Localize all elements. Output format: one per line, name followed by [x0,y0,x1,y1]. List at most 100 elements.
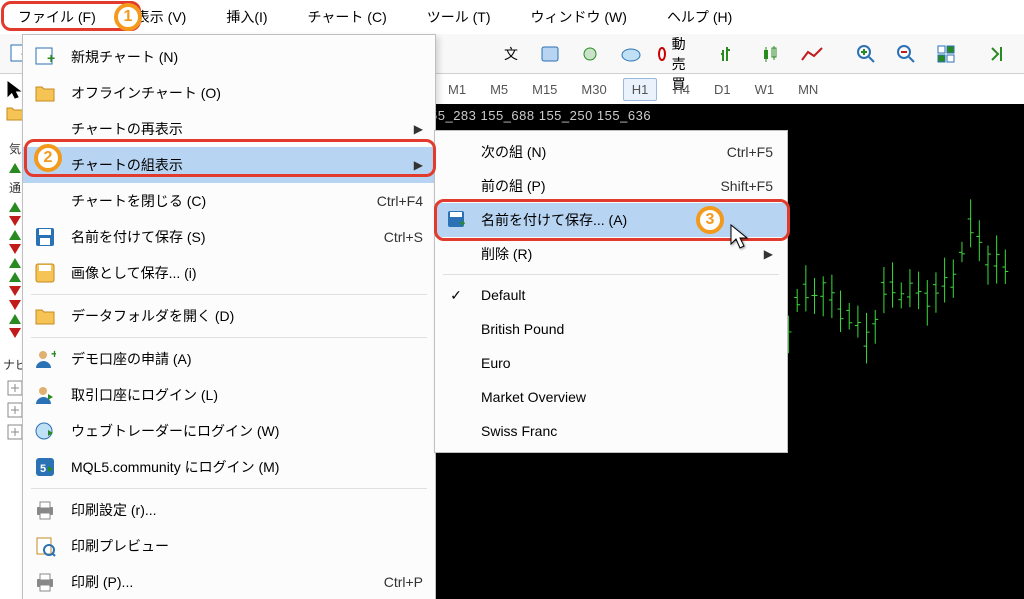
submenu-profile-eur[interactable]: Euro [435,346,787,380]
price-up-icon [9,230,21,240]
submenu-profile-default[interactable]: ✓ Default [435,278,787,312]
svg-text:+: + [51,348,56,361]
file-menu-open-demo[interactable]: + デモ口座の申請 (A) [23,341,435,377]
tf-d1[interactable]: D1 [706,79,739,100]
submenu-save-as[interactable]: + 名前を付けて保存... (A) [435,203,787,237]
menu-separator [31,294,427,295]
menu-label: ウェブトレーダーにログイン (W) [71,421,423,441]
submenu-arrow-icon: ▶ [414,122,423,136]
tf-m1[interactable]: M1 [440,79,474,100]
tf-m5[interactable]: M5 [482,79,516,100]
new-chart-icon: + [31,43,59,71]
save-as-icon: + [443,209,469,232]
file-menu-offline-chart[interactable]: オフラインチャート (O) [23,75,435,111]
file-menu-dropdown: + 新規チャート (N) オフラインチャート (O) チャートの再表示 ▶ チャ… [22,34,436,599]
menu-label: 印刷プレビュー [71,536,423,556]
price-up-icon [9,258,21,268]
submenu-next-profile[interactable]: 次の組 (N) Ctrl+F5 [435,135,787,169]
tf-w1[interactable]: W1 [747,79,783,100]
file-menu-chart-profiles[interactable]: チャートの組表示 ▶ [23,147,435,183]
tile-windows-icon[interactable] [932,41,960,67]
candle-chart-icon[interactable] [756,41,784,67]
menubar: ファイル (F) 表示 (V) 挿入(I) チャート (C) ツール (T) ウ… [0,0,1024,34]
menu-label: British Pound [481,321,773,337]
folder-open-icon [31,79,59,107]
submenu-profile-gbp[interactable]: British Pound [435,312,787,346]
dock-tab-rates[interactable]: 通 [9,177,21,198]
zoom-in-icon[interactable] [852,41,880,67]
file-menu-reopen-chart[interactable]: チャートの再表示 ▶ [23,111,435,147]
menu-label: 削除 (R) [481,244,752,264]
person-add-icon: + [31,345,59,373]
price-up-icon [9,314,21,324]
submenu-profile-chf[interactable]: Swiss Franc [435,414,787,448]
submenu-prev-profile[interactable]: 前の組 (P) Shift+F5 [435,169,787,203]
mql5-cloud-icon[interactable] [616,41,646,67]
price-up-icon [9,163,21,173]
tf-m30[interactable]: M30 [573,79,614,100]
mql5-icon: 5 [31,453,59,481]
price-down-icon [9,286,21,296]
menu-label: デモ口座の申請 (A) [71,349,423,369]
menu-item-window[interactable]: ウィンドウ (W) [523,1,635,33]
person-login-icon [31,381,59,409]
menu-label: Euro [481,355,773,371]
file-menu-login-mql5[interactable]: 5 MQL5.community にログイン (M) [23,449,435,485]
new-order-fragment[interactable]: 文 [498,44,524,64]
menu-label: 名前を付けて保存... (A) [481,210,773,230]
submenu-profile-market[interactable]: Market Overview [435,380,787,414]
expert-advisors-icon[interactable] [536,41,564,67]
svg-text:5: 5 [40,463,46,475]
check-icon: ✓ [443,287,469,304]
tf-mn[interactable]: MN [790,79,826,100]
file-menu-new-chart[interactable]: + 新規チャート (N) [23,39,435,75]
bar-chart-icon[interactable] [716,41,744,67]
file-menu-save-as[interactable]: 名前を付けて保存 (S) Ctrl+S [23,219,435,255]
menu-accel: Ctrl+F4 [377,193,423,209]
menu-separator [31,337,427,338]
save-icon [31,223,59,251]
menu-item-insert[interactable]: 挿入(I) [218,1,275,33]
menu-accel: Ctrl+F5 [727,144,773,160]
menu-item-chart[interactable]: チャート (C) [300,1,395,33]
menu-item-tools[interactable]: ツール (T) [419,1,499,33]
tf-h1[interactable]: H1 [623,78,658,101]
dock-tab-market[interactable]: 気 [9,138,21,159]
price-down-icon [9,244,21,254]
submenu-arrow-icon: ▶ [764,247,773,261]
menu-label: Swiss Franc [481,423,773,439]
menu-item-file[interactable]: ファイル (F) [10,1,104,33]
file-menu-print-preview[interactable]: 印刷プレビュー [23,528,435,564]
profiles-submenu: 次の組 (N) Ctrl+F5 前の組 (P) Shift+F5 + 名前を付け… [434,130,788,453]
menu-label: 次の組 (N) [481,142,715,162]
file-menu-print[interactable]: 印刷 (P)... Ctrl+P [23,564,435,599]
menu-item-view[interactable]: 表示 (V) [128,1,195,33]
menu-label: 新規チャート (N) [71,47,423,67]
menu-label: 印刷 (P)... [71,572,372,592]
menu-accel: Shift+F5 [720,178,773,194]
price-up-icon [9,272,21,282]
file-menu-save-image[interactable]: 画像として保存... (i) [23,255,435,291]
price-down-icon [9,328,21,338]
file-menu-print-setup[interactable]: 印刷設定 (r)... [23,492,435,528]
tf-m15[interactable]: M15 [524,79,565,100]
submenu-delete[interactable]: 削除 (R) ▶ [435,237,787,271]
preview-icon [31,532,59,560]
options-icon[interactable] [576,41,604,67]
file-menu-login-web[interactable]: ウェブトレーダーにログイン (W) [23,413,435,449]
svg-text:+: + [47,50,55,66]
chart-title: 55_283 155_688 155_250 155_636 [430,108,651,123]
line-chart-icon[interactable] [796,41,828,67]
file-menu-login-trade[interactable]: 取引口座にログイン (L) [23,377,435,413]
printer-icon [31,568,59,596]
scroll-end-icon[interactable] [984,41,1012,67]
folder-open-icon [31,302,59,330]
tf-h4[interactable]: H4 [665,79,698,100]
file-menu-open-data-folder[interactable]: データフォルダを開く (D) [23,298,435,334]
menu-item-help[interactable]: ヘルプ (H) [659,1,740,33]
file-menu-close-chart[interactable]: チャートを閉じる (C) Ctrl+F4 [23,183,435,219]
menu-accel: Ctrl+P [384,574,423,590]
svg-text:+: + [459,218,465,229]
zoom-out-icon[interactable] [892,41,920,67]
menu-label: MQL5.community にログイン (M) [71,457,423,477]
